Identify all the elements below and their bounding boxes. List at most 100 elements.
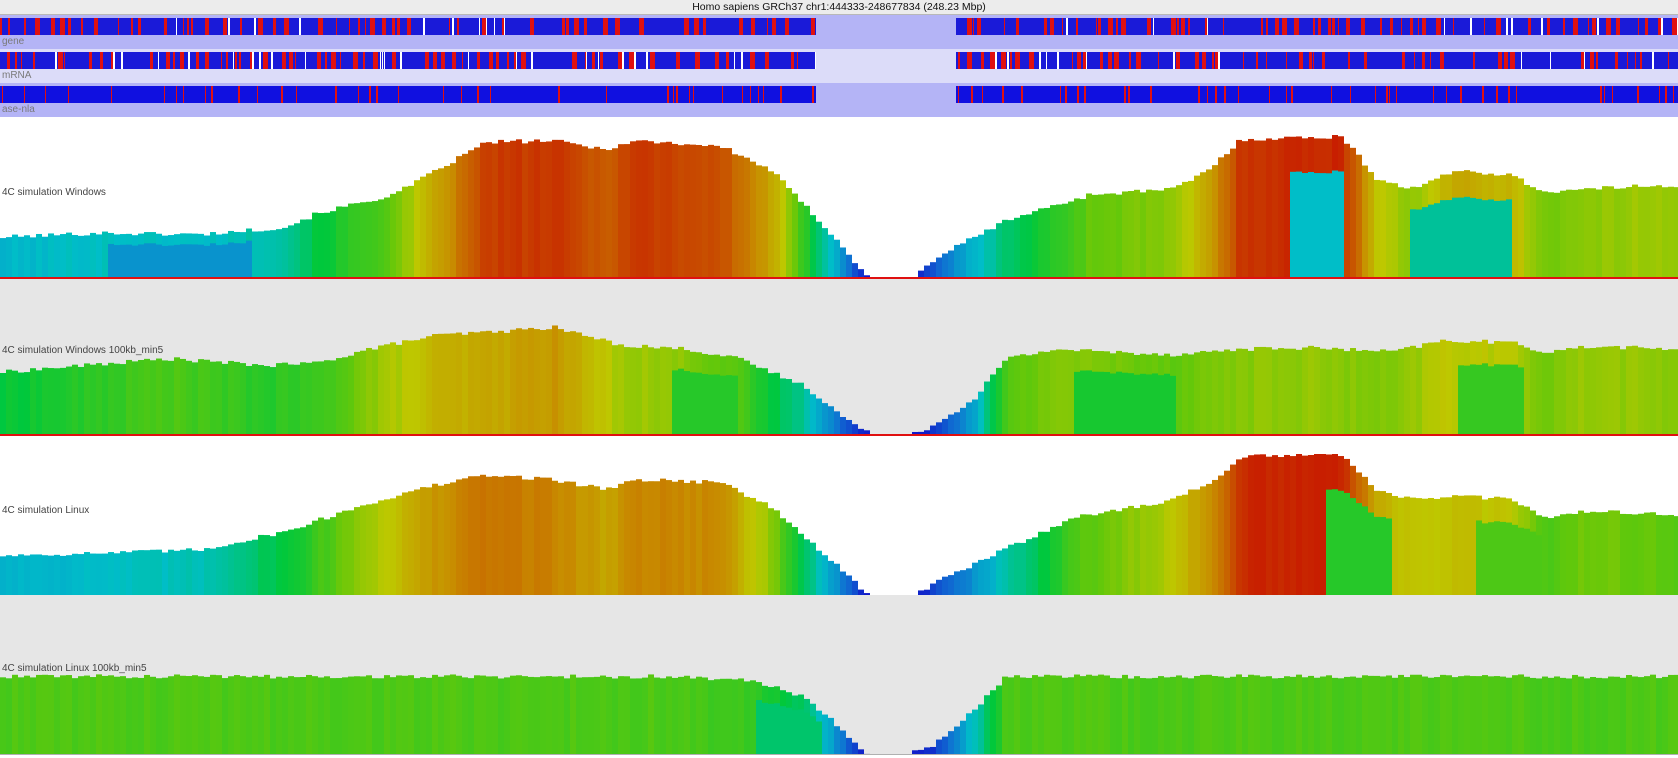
signal-column	[336, 358, 342, 434]
signal-column	[258, 231, 264, 277]
signal-column	[1344, 143, 1350, 277]
signal-column	[120, 676, 126, 754]
gene-feature-bars[interactable]	[0, 15, 1678, 49]
signal-column	[1608, 676, 1614, 754]
signal-column	[672, 677, 678, 754]
track-4c-linux[interactable]: 4C simulation Linux	[0, 436, 1678, 595]
feature-mark	[382, 18, 386, 35]
signal-column	[96, 553, 102, 595]
4c-linux-100kb-heat-profile[interactable]	[0, 595, 1678, 754]
signal-inner	[1482, 363, 1488, 434]
signal-column	[1290, 348, 1296, 434]
feature-mark	[284, 18, 289, 35]
track-4c-windows-100kb[interactable]: 4C simulation Windows 100kb_min5	[0, 279, 1678, 434]
signal-column	[1182, 181, 1188, 277]
signal-column	[84, 363, 90, 434]
signal-column	[378, 199, 384, 277]
feature-mark	[1062, 18, 1063, 35]
signal-column	[966, 238, 972, 277]
feature-mark	[205, 86, 206, 103]
signal-inner	[1314, 173, 1320, 277]
signal-column	[924, 589, 930, 595]
signal-column	[498, 678, 504, 754]
signal-column	[1056, 349, 1062, 434]
signal-column	[336, 512, 342, 595]
signal-column	[1554, 349, 1560, 434]
signal-column	[666, 676, 672, 754]
signal-column	[510, 140, 516, 277]
signal-column	[18, 677, 24, 754]
signal-column	[1110, 509, 1116, 595]
track-ase-nla[interactable]: ase-nla	[0, 83, 1678, 117]
signal-column	[498, 330, 504, 434]
4c-windows-heat-profile[interactable]	[0, 117, 1678, 277]
signal-column	[426, 336, 432, 434]
signal-column	[1656, 347, 1662, 434]
signal-inner	[126, 244, 132, 277]
feature-mark	[221, 52, 222, 69]
feature-mark	[1637, 86, 1639, 103]
signal-column	[456, 675, 462, 754]
signal-column	[444, 483, 450, 595]
track-4c-windows[interactable]: 4C simulation Windows	[0, 117, 1678, 277]
feature-gap	[1470, 18, 1472, 35]
feature-block	[956, 86, 1678, 103]
signal-inner	[114, 245, 120, 277]
feature-gap	[479, 18, 480, 35]
signal-column	[1188, 354, 1194, 434]
feature-mark	[1616, 18, 1620, 35]
signal-column	[1152, 190, 1158, 277]
signal-column	[978, 391, 984, 434]
signal-column	[1296, 674, 1302, 754]
signal-column	[1536, 351, 1542, 434]
feature-gap	[384, 52, 385, 69]
signal-inner	[762, 702, 768, 754]
signal-column	[1476, 676, 1482, 754]
track-4c-linux-100kb[interactable]: 4C simulation Linux 100kb_min5	[0, 595, 1678, 754]
signal-inner	[816, 721, 822, 754]
signal-column	[1320, 348, 1326, 434]
signal-column	[690, 480, 696, 595]
signal-column	[384, 675, 390, 754]
feature-gap	[734, 52, 735, 69]
signal-column	[1146, 678, 1152, 754]
signal-column	[654, 481, 660, 595]
feature-mark	[358, 18, 360, 35]
signal-column	[96, 234, 102, 277]
feature-mark	[780, 86, 782, 103]
signal-column	[1422, 498, 1428, 595]
signal-column	[1614, 188, 1620, 277]
feature-mark	[600, 52, 603, 69]
signal-column	[102, 365, 108, 434]
signal-column	[306, 524, 312, 595]
signal-column	[1062, 521, 1068, 595]
signal-column	[282, 227, 288, 277]
signal-column	[1110, 677, 1116, 754]
track-gene[interactable]: gene	[0, 15, 1678, 49]
mrna-feature-bars[interactable]	[0, 49, 1678, 83]
signal-column	[288, 529, 294, 595]
signal-column	[846, 419, 852, 434]
signal-column	[252, 675, 258, 754]
signal-column	[1566, 189, 1572, 277]
signal-column	[1644, 186, 1650, 277]
track-mrna[interactable]: mRNA	[0, 49, 1678, 83]
signal-column	[1008, 544, 1014, 595]
signal-column	[390, 342, 396, 434]
feature-gap	[158, 52, 159, 69]
feature-mark	[1436, 18, 1441, 35]
signal-column	[246, 365, 252, 434]
signal-column	[618, 676, 624, 754]
signal-column	[1254, 675, 1260, 754]
signal-inner	[1476, 198, 1482, 277]
signal-column	[1116, 511, 1122, 595]
4c-windows-100kb-heat-profile[interactable]	[0, 279, 1678, 434]
signal-column	[1224, 677, 1230, 754]
signal-column	[1602, 346, 1608, 434]
signal-column	[222, 678, 228, 754]
4c-linux-heat-profile[interactable]	[0, 436, 1678, 595]
signal-column	[1068, 677, 1074, 754]
ase-nla-feature-bars[interactable]	[0, 83, 1678, 117]
signal-column	[1266, 456, 1272, 595]
feature-mark	[1600, 86, 1602, 103]
